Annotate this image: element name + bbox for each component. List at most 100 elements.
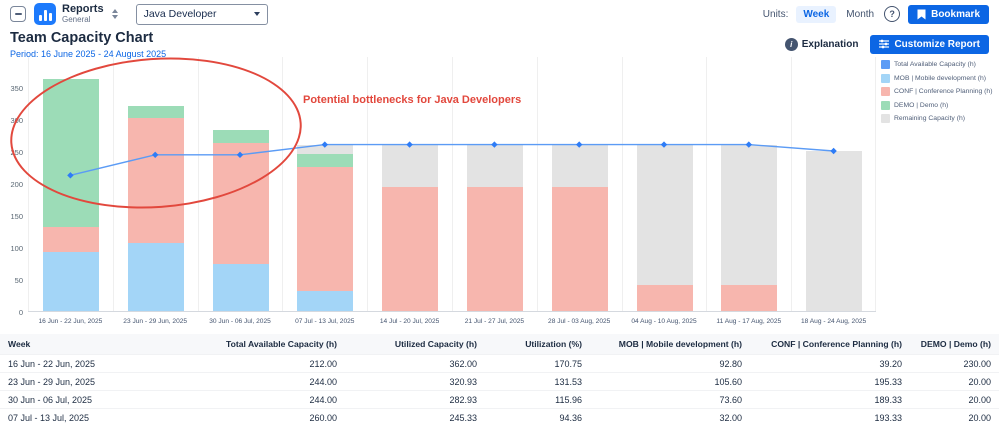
report-team-select[interactable]: Java Developer <box>135 3 268 25</box>
bar-segment[interactable] <box>127 243 184 311</box>
bookmark-button[interactable]: Bookmark <box>908 4 989 24</box>
legend-label: MOB | Mobile development (h) <box>894 74 987 82</box>
explanation-link[interactable]: Explanation <box>784 37 859 51</box>
legend-label: DEMO | Demo (h) <box>894 101 949 109</box>
table-cell: 193.33 <box>750 408 910 426</box>
table-cell: 195.33 <box>750 372 910 391</box>
bar-stack <box>721 144 778 311</box>
table-cell: 07 Jul - 13 Jul, 2025 <box>0 408 170 426</box>
units-month-toggle[interactable]: Month <box>846 8 875 20</box>
bar-segment[interactable] <box>212 142 269 264</box>
line-marker[interactable] <box>67 172 74 179</box>
bar-segment[interactable] <box>43 79 99 227</box>
bar-segment[interactable] <box>467 187 523 311</box>
units-week-toggle[interactable]: Week <box>796 5 837 23</box>
line-marker[interactable] <box>660 141 668 148</box>
customize-report-button[interactable]: Customize Report <box>870 34 989 54</box>
table-cell: 73.60 <box>590 390 750 409</box>
table-header-cell: Utilized Capacity (h) <box>345 334 485 355</box>
x-tick-label: 14 Jul - 20 Jul, 2025 <box>379 318 440 325</box>
table-header-cell: DEMO | Demo (h) <box>910 334 999 355</box>
table-cell: 39.20 <box>750 354 910 373</box>
bar-segment[interactable] <box>297 144 354 155</box>
table-cell: 244.00 <box>170 372 345 391</box>
bar-segment[interactable] <box>127 118 184 244</box>
table-cell: 20.00 <box>910 408 999 426</box>
table-header-cell: MOB | Mobile development (h) <box>590 334 750 355</box>
chart-legend: Total Available Capacity (h) MOB | Mobile… <box>881 60 997 128</box>
bar-segment[interactable] <box>212 263 269 311</box>
line-marker[interactable] <box>152 151 159 159</box>
table-cell: 32.00 <box>590 408 750 426</box>
report-period: Period: 16 June 2025 - 24 August 2025 <box>10 49 167 59</box>
chart-plot <box>28 57 876 312</box>
bar-segment[interactable] <box>636 285 693 311</box>
y-tick-label: 0 <box>18 308 23 317</box>
bar-stack <box>43 79 99 311</box>
bar-segment[interactable] <box>636 144 693 286</box>
bar-segment[interactable] <box>551 187 608 311</box>
chart-column <box>197 57 283 311</box>
app-switcher[interactable]: Reports General <box>34 3 118 25</box>
x-tick-label: 28 Jul - 03 Aug, 2025 <box>548 318 611 325</box>
chart-column <box>282 57 367 311</box>
legend-label: CONF | Conference Planning (h) <box>894 88 993 95</box>
legend-item[interactable]: Remaining Capacity (h) <box>881 114 997 123</box>
table-cell: 230.00 <box>910 354 999 373</box>
y-tick-label: 50 <box>14 276 23 285</box>
line-marker[interactable] <box>406 141 413 148</box>
bar-segment[interactable] <box>212 129 269 143</box>
collapse-panel-button[interactable] <box>10 6 26 22</box>
bar-segment[interactable] <box>297 154 354 167</box>
bar-segment[interactable] <box>721 285 778 311</box>
table-header-cell: Utilization (%) <box>485 334 590 355</box>
line-marker[interactable] <box>745 141 752 148</box>
bar-segment[interactable] <box>467 144 523 188</box>
bar-stack <box>297 144 354 311</box>
line-marker[interactable] <box>321 141 328 148</box>
table-cell: 170.75 <box>485 354 590 373</box>
bar-segment[interactable] <box>43 226 99 252</box>
bar-segment[interactable] <box>382 144 439 188</box>
bar-stack <box>212 129 269 311</box>
chart-column <box>621 57 707 311</box>
legend-swatch <box>881 60 890 69</box>
bar-segment[interactable] <box>382 187 439 311</box>
legend-item[interactable]: Total Available Capacity (h) <box>881 60 997 69</box>
bar-segment[interactable] <box>806 151 863 311</box>
bar-segment[interactable] <box>721 144 778 286</box>
help-button[interactable] <box>884 6 901 22</box>
bar-segment[interactable] <box>43 251 99 311</box>
bar-segment[interactable] <box>127 105 184 119</box>
bar-segment[interactable] <box>297 166 354 291</box>
x-tick-label: 21 Jul - 27 Jul, 2025 <box>464 318 525 325</box>
legend-label: Total Available Capacity (h) <box>894 61 976 68</box>
bar-stack <box>382 144 439 311</box>
bar-stack <box>467 144 523 311</box>
table-cell: 362.00 <box>345 354 485 373</box>
table-header-cell: Total Available Capacity (h) <box>170 334 345 355</box>
chevron-up-down-icon[interactable] <box>111 9 118 19</box>
line-marker[interactable] <box>491 141 498 148</box>
table-cell: 30 Jun - 06 Jul, 2025 <box>0 390 170 409</box>
y-tick-label: 200 <box>10 180 23 189</box>
bar-segment[interactable] <box>551 144 608 188</box>
minus-icon <box>14 13 22 15</box>
line-marker[interactable] <box>830 147 837 155</box>
line-marker[interactable] <box>236 151 244 159</box>
table-cell: 115.96 <box>485 390 590 409</box>
app-name: Reports <box>62 3 104 15</box>
chart-column <box>536 57 622 311</box>
bar-segment[interactable] <box>297 290 354 311</box>
page-header-right: Explanation Customize Report <box>784 30 989 58</box>
legend-label: Remaining Capacity (h) <box>894 115 966 122</box>
line-marker[interactable] <box>576 141 583 148</box>
explanation-label: Explanation <box>801 38 859 50</box>
app-subtitle: General <box>62 15 91 24</box>
legend-item[interactable]: MOB | Mobile development (h) <box>881 73 997 83</box>
chart-column <box>28 57 113 311</box>
table-cell: 212.00 <box>170 354 345 373</box>
legend-item[interactable]: CONF | Conference Planning (h) <box>881 87 997 96</box>
table-row: 16 Jun - 22 Jun, 2025 212.00 362.00 170.75 9… <box>0 354 999 373</box>
legend-item[interactable]: DEMO | Demo (h) <box>881 100 997 110</box>
